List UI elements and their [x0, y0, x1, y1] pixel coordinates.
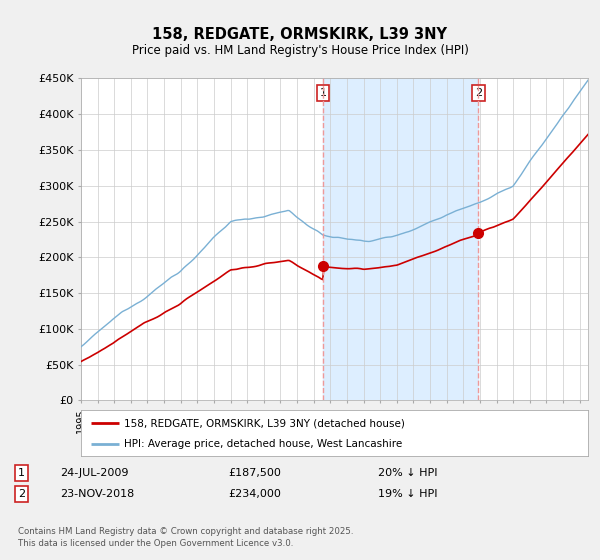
Text: 2: 2 [475, 88, 482, 98]
Text: £187,500: £187,500 [228, 468, 281, 478]
Text: 1: 1 [18, 468, 25, 478]
Text: Contains HM Land Registry data © Crown copyright and database right 2025.
This d: Contains HM Land Registry data © Crown c… [18, 527, 353, 548]
Text: Price paid vs. HM Land Registry's House Price Index (HPI): Price paid vs. HM Land Registry's House … [131, 44, 469, 57]
Text: 158, REDGATE, ORMSKIRK, L39 3NY: 158, REDGATE, ORMSKIRK, L39 3NY [152, 27, 448, 42]
Text: HPI: Average price, detached house, West Lancashire: HPI: Average price, detached house, West… [124, 440, 403, 450]
Text: 24-JUL-2009: 24-JUL-2009 [60, 468, 128, 478]
Text: 19% ↓ HPI: 19% ↓ HPI [378, 489, 437, 499]
Text: 2: 2 [18, 489, 25, 499]
Text: 158, REDGATE, ORMSKIRK, L39 3NY (detached house): 158, REDGATE, ORMSKIRK, L39 3NY (detache… [124, 418, 405, 428]
Text: 20% ↓ HPI: 20% ↓ HPI [378, 468, 437, 478]
Text: £234,000: £234,000 [228, 489, 281, 499]
Bar [323, 78, 478, 400]
Text: 23-NOV-2018: 23-NOV-2018 [60, 489, 134, 499]
Text: 1: 1 [320, 88, 326, 98]
